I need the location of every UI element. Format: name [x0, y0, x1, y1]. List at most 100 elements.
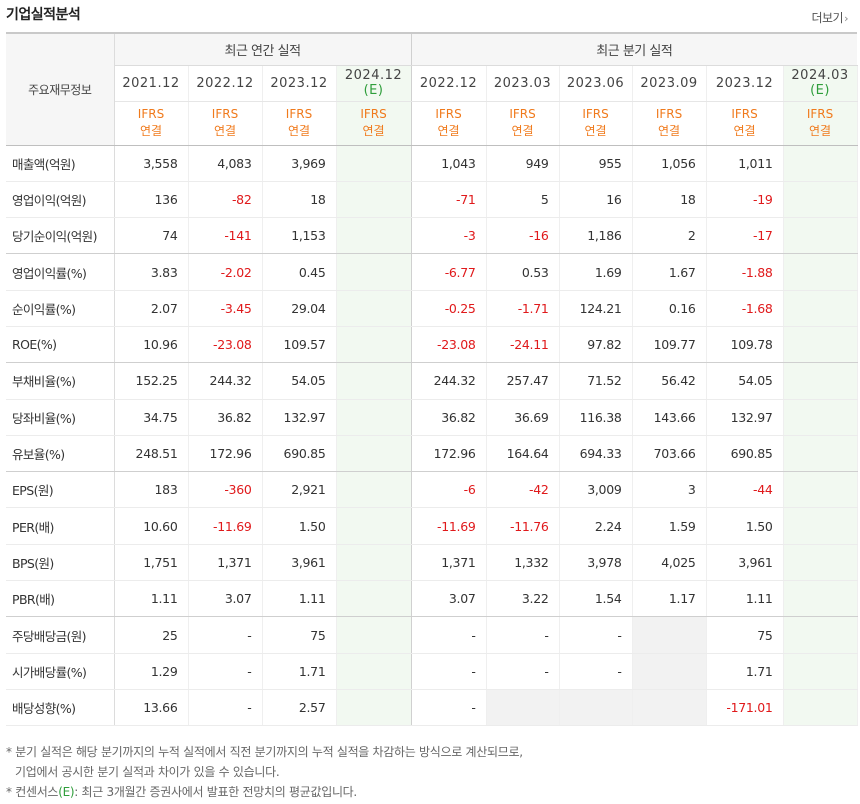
table-cell: 71.52	[559, 362, 633, 400]
consolidated-label: 연결	[362, 124, 385, 138]
quarterly-group-header: 최근 분기 실적	[411, 33, 858, 66]
table-cell: 164.64	[486, 435, 560, 473]
table-cell: 3.07	[188, 580, 263, 618]
table-cell: 36.69	[486, 399, 560, 436]
row-label: 유보율(%)	[6, 435, 115, 473]
table-cell	[783, 362, 858, 400]
table-cell: 1,751	[114, 544, 189, 582]
table-cell: 10.60	[114, 507, 189, 545]
table-cell: 16	[559, 181, 633, 219]
table-cell: 3,009	[559, 471, 633, 509]
table-cell	[783, 326, 858, 364]
table-cell: 3,961	[262, 544, 337, 582]
table-cell: 116.38	[559, 399, 633, 436]
table-cell: -11.69	[411, 507, 487, 545]
table-cell: 1,056	[632, 145, 707, 182]
consolidated-label: 연결	[733, 124, 756, 138]
table-cell	[336, 399, 412, 436]
table-row: 매출액(억원) 3,558 4,083 3,969 1,043 949 955 1,056 1,…	[6, 145, 858, 182]
footnote-2-prefix: * 컨센서스	[6, 785, 59, 799]
table-cell: 1.11	[262, 580, 337, 618]
table-cell: -0.25	[411, 290, 487, 327]
ifrs-label: IFRS	[582, 107, 609, 121]
ifrs-header-row: IFRS 연결 IFRS 연결 IFRS 연결 IFRS 연결 IFRS 연결 IFRS 연결 IFRS…	[6, 101, 858, 146]
table-cell: -82	[188, 181, 263, 219]
table-cell	[783, 544, 858, 582]
footnotes: * 분기 실적은 해당 분기까지의 누적 실적에서 직전 분기까지의 누적 실적…	[6, 742, 523, 802]
table-cell: 18	[262, 181, 337, 219]
ifrs-label: IFRS	[360, 107, 387, 121]
table-cell: -16	[486, 217, 560, 255]
table-cell	[336, 290, 412, 327]
table-cell: 10.96	[114, 326, 189, 364]
table-cell: 2,921	[262, 471, 337, 509]
ifrs-label: IFRS	[435, 107, 462, 121]
more-link[interactable]: 더보기›	[811, 9, 848, 26]
chevron-right-icon[interactable]: ›	[844, 12, 848, 25]
table-cell: -	[559, 653, 633, 690]
table-cell: 2.24	[559, 507, 633, 545]
table-cell: 1.54	[559, 580, 633, 618]
ifrs-badge: IFRS 연결	[783, 101, 858, 146]
table-cell	[336, 217, 412, 255]
section-title: 기업실적분석	[6, 7, 81, 23]
table-row: PBR(배) 1.11 3.07 1.11 3.07 3.22 1.54 1.17 1.11	[6, 580, 858, 618]
table-cell: 1,186	[559, 217, 633, 255]
table-cell: 1,371	[188, 544, 263, 582]
table-cell: 34.75	[114, 399, 189, 436]
table-cell	[783, 435, 858, 473]
row-label: 시가배당률(%)	[6, 653, 115, 690]
table-cell	[783, 616, 858, 654]
table-cell: 1,332	[486, 544, 560, 582]
ifrs-badge: IFRS 연결	[632, 101, 707, 146]
table-cell	[336, 471, 412, 509]
row-label: 매출액(억원)	[6, 145, 115, 182]
table-cell: -	[188, 653, 263, 690]
more-label[interactable]: 더보기	[811, 11, 844, 25]
table-cell: -24.11	[486, 326, 560, 364]
ifrs-label: IFRS	[137, 107, 165, 121]
table-cell	[336, 507, 412, 545]
table-cell: -23.08	[411, 326, 487, 364]
table-cell: -6	[411, 471, 487, 509]
row-label: 당기순이익(억원)	[6, 217, 115, 255]
table-cell: -42	[486, 471, 560, 509]
table-cell: 75	[706, 616, 784, 654]
ifrs-label: IFRS	[731, 107, 758, 121]
table-cell: 29.04	[262, 290, 337, 327]
row-label: 당좌비율(%)	[6, 399, 115, 436]
table-cell	[783, 253, 858, 291]
table-cell: -19	[706, 181, 784, 219]
table-cell: 1.11	[114, 580, 189, 618]
table-row: 순이익률(%) 2.07 -3.45 29.04 -0.25 -1.71 124.21 0.1…	[6, 290, 858, 327]
table-cell: -	[486, 653, 560, 690]
row-label: PBR(배)	[6, 580, 115, 618]
table-cell: 1.59	[632, 507, 707, 545]
table-cell: 36.82	[411, 399, 487, 436]
table-row: 부채비율(%) 152.25 244.32 54.05 244.32 257.47 71.5…	[6, 362, 858, 400]
table-row: 유보율(%) 248.51 172.96 690.85 172.96 164.64 694.…	[6, 435, 858, 473]
table-row: BPS(원) 1,751 1,371 3,961 1,371 1,332 3,978 4,02…	[6, 544, 858, 582]
period-label: 2023.03	[493, 75, 552, 91]
table-cell	[632, 653, 707, 690]
table-cell: 694.33	[559, 435, 633, 473]
table-cell	[783, 290, 858, 327]
table-cell: 132.97	[262, 399, 337, 436]
table-cell: 2.57	[262, 689, 337, 727]
table-cell: 54.05	[262, 362, 337, 400]
table-cell: 2.07	[114, 290, 189, 327]
table-cell	[336, 616, 412, 654]
table-cell	[632, 689, 707, 727]
period-label: 2022.12	[419, 75, 478, 91]
table-cell: 1.69	[559, 253, 633, 291]
footnote-1: * 분기 실적은 해당 분기까지의 누적 실적에서 직전 분기까지의 누적 실적…	[6, 745, 523, 759]
estimate-mark: (E)	[810, 83, 830, 98]
table-cell: 5	[486, 181, 560, 219]
row-label: 순이익률(%)	[6, 290, 115, 327]
table-cell: 56.42	[632, 362, 707, 400]
table-row: 영업이익(억원) 136 -82 18 -71 5 16 18 -19	[6, 181, 858, 219]
table-cell: -360	[188, 471, 263, 509]
table-cell: 244.32	[411, 362, 487, 400]
table-cell: 25	[114, 616, 189, 654]
table-cell: 690.85	[262, 435, 337, 473]
